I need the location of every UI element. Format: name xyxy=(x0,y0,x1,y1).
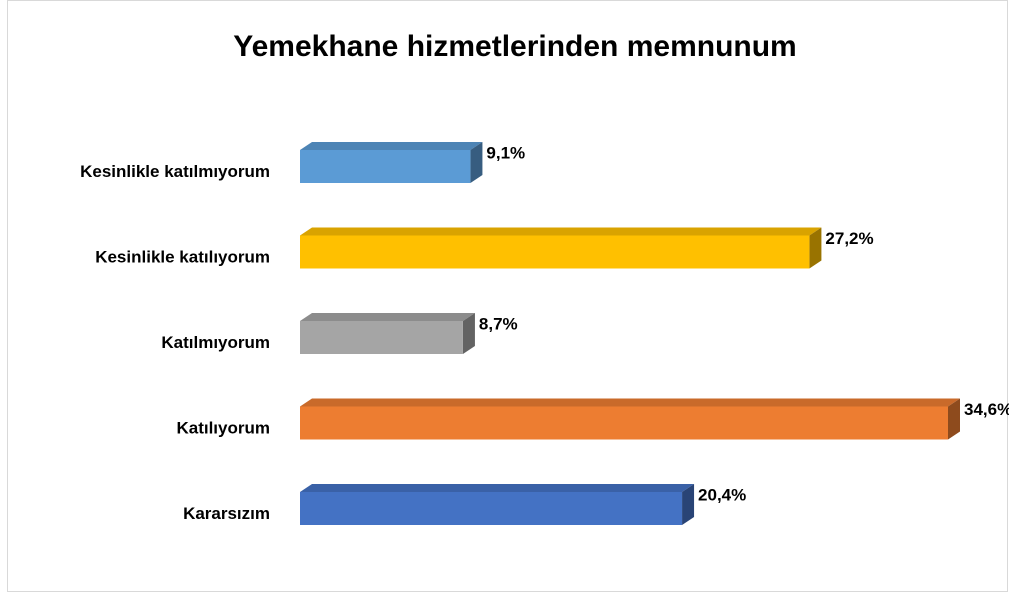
bar xyxy=(300,492,683,525)
value-label: 20,4% xyxy=(698,485,746,504)
bar-top xyxy=(300,398,960,407)
value-label: 8,7% xyxy=(479,314,518,333)
bar xyxy=(300,150,471,183)
value-label: 9,1% xyxy=(486,143,525,162)
bar xyxy=(300,321,463,354)
bar-top xyxy=(300,484,695,492)
value-label: 34,6% xyxy=(964,400,1009,419)
category-label: Kesinlikle katılmıyorum xyxy=(80,162,270,181)
bar-top xyxy=(300,227,822,236)
bar-side xyxy=(462,313,475,354)
bar-top xyxy=(300,142,483,150)
bar-side xyxy=(470,142,483,183)
category-label: Kararsızım xyxy=(183,504,270,523)
bar xyxy=(300,406,948,440)
bar-side xyxy=(809,227,822,269)
category-label: Katılmıyorum xyxy=(161,333,270,352)
category-label: Katılıyorum xyxy=(176,418,270,437)
bar xyxy=(300,235,810,269)
bar-top xyxy=(300,313,475,321)
category-label: Kesinlikle katılıyorum xyxy=(95,247,270,266)
bar-side xyxy=(948,398,960,440)
bar-side xyxy=(682,484,695,525)
value-label: 27,2% xyxy=(825,229,873,248)
chart-title: Yemekhane hizmetlerinden memnunum xyxy=(233,30,796,63)
